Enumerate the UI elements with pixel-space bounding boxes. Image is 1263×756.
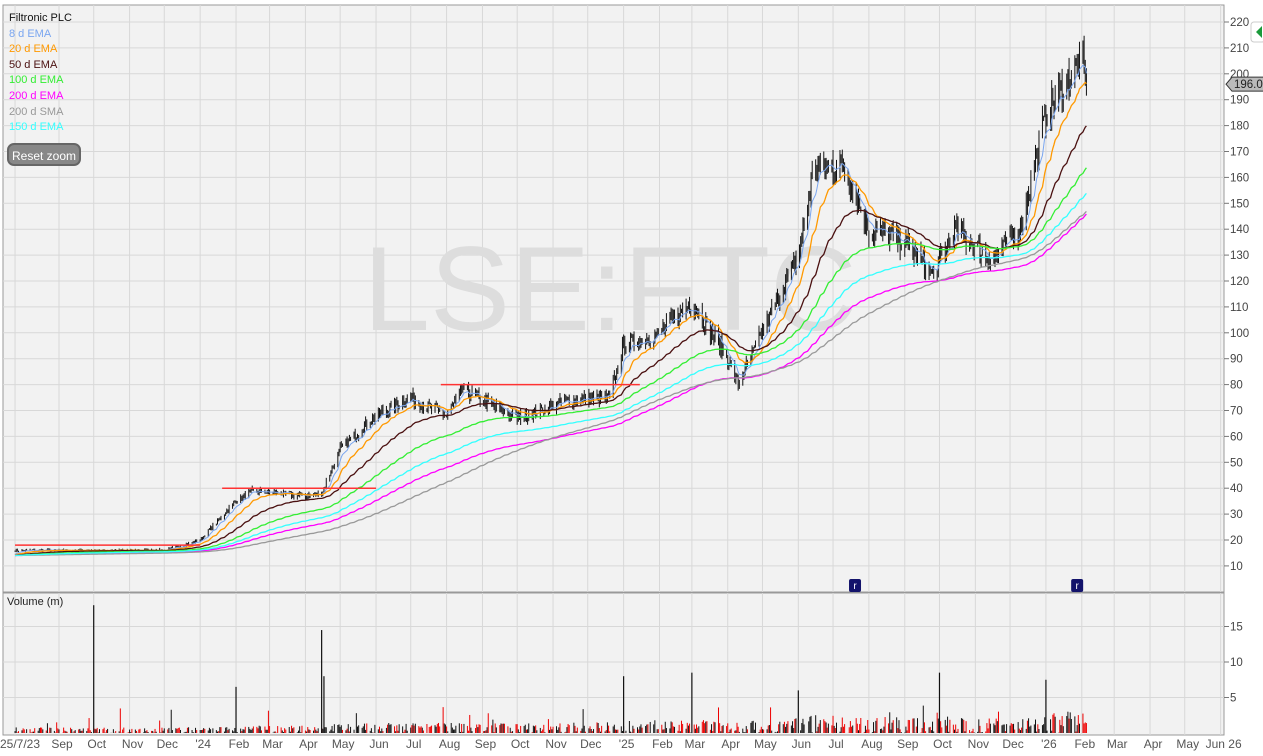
x-tick-label: Aug [861,737,882,751]
x-tick-label: Dec [1002,737,1023,751]
x-tick-label: Sep [897,737,919,751]
y-tick-label: 40 [1230,483,1243,495]
watermark: LSE:FTC [363,222,856,356]
x-tick-label: Sep [475,737,497,751]
x-tick-label: Nov [545,737,566,751]
y-tick-label: 10 [1230,561,1243,573]
x-tick-label: Dec [580,737,601,751]
x-tick-label: Oct [511,737,530,751]
legend-item-8-ema[interactable]: 8 d EMA [9,27,52,40]
y-tick-label: 170 [1230,147,1249,159]
volume-title: Volume (m) [7,596,64,608]
x-tick-label: '26 [1041,737,1057,751]
y-tick-label: 50 [1230,457,1243,469]
y-tick-label: 150 [1230,198,1249,210]
volume-tick-label: 15 [1230,622,1243,634]
legend-item-20-ema[interactable]: 20 d EMA [9,43,58,56]
x-tick-label: Mar [262,737,283,751]
x-tick-label: Nov [122,737,143,751]
x-tick-label: '25 [619,737,635,751]
reset-zoom-button[interactable]: Reset zoom [7,143,81,166]
x-tick-label: Nov [968,737,989,751]
y-tick-label: 140 [1230,224,1249,236]
y-tick-label: 190 [1230,95,1249,107]
x-tick-label: May [1176,737,1199,751]
ma-line-200-d-sma [15,210,1087,557]
legend-title: Filtronic PLC [9,12,72,24]
x-tick-label: Mar [685,737,706,751]
y-tick-label: 70 [1230,406,1243,418]
legend-item-200-ema[interactable]: 200 d EMA [9,89,64,102]
x-tick-label: Jul [828,737,843,751]
legend: Filtronic PLC 8 d EMA 20 d EMA 50 d EMA … [9,11,72,136]
plot-area [2,4,1225,593]
ma-line-50-d-ema [14,125,1087,557]
x-tick-label: Apr [721,737,740,751]
x-tick-label: Feb [652,737,673,751]
volume-tick-label: 10 [1230,657,1243,669]
x-tick-label: 25/7/23 [0,737,40,751]
event-marker-label: r [1075,581,1079,592]
volume-area [2,592,1225,736]
arrow-left-icon [1256,26,1262,38]
y-tick-label: 220 [1230,17,1249,29]
x-tick-label: Apr [299,737,318,751]
ma-line-8-d-ema [14,64,1087,556]
x-tick-label: Oct [933,737,952,751]
x-tick-label: Mar [1107,737,1128,751]
x-tick-label: Feb [229,737,250,751]
volume-tick-label: 5 [1230,693,1236,705]
x-tick-label: May [754,737,777,751]
x-tick-label: Jun 26 [1206,737,1242,751]
event-marker [1071,579,1084,592]
x-tick-label: Aug [439,737,460,751]
ma-line-100-d-ema [14,167,1087,557]
legend-item-50-ema[interactable]: 50 d EMA [9,58,58,71]
legend-item-200-sma[interactable]: 200 d SMA [9,105,64,118]
x-tick-label: May [332,737,355,751]
y-tick-label: 80 [1230,380,1243,392]
legend-item-150-ema[interactable]: 150 d EMA [9,121,64,134]
x-tick-label: Feb [1074,737,1095,751]
x-tick-label: Dec [157,737,178,751]
last-price-label: 196.0 [1234,79,1263,91]
x-tick-label: Apr [1144,737,1163,751]
y-tick-label: 100 [1230,328,1249,340]
x-tick-label: Jun [369,737,388,751]
x-tick-label: Sep [51,737,73,751]
y-tick-label: 210 [1230,43,1249,55]
x-tick-label: Oct [87,737,106,751]
event-marker-label: r [853,581,857,592]
y-tick-label: 130 [1230,250,1249,262]
y-tick-label: 90 [1230,354,1243,366]
y-tick-label: 120 [1230,276,1249,288]
y-tick-label: 180 [1230,121,1249,133]
y-tick-label: 110 [1230,302,1248,314]
x-tick-label: '24 [195,737,211,751]
x-tick-label: Jun [792,737,811,751]
y-tick-label: 20 [1230,535,1243,547]
y-tick-label: 160 [1230,172,1249,184]
y-tick-label: 30 [1230,509,1243,521]
legend-item-100-ema[interactable]: 100 d EMA [9,74,64,87]
last-price-marker [1225,76,1263,92]
ma-line-150-d-ema [14,192,1087,557]
x-tick-label: Jul [406,737,421,751]
event-marker [849,579,862,592]
y-tick-label: 60 [1230,431,1243,443]
